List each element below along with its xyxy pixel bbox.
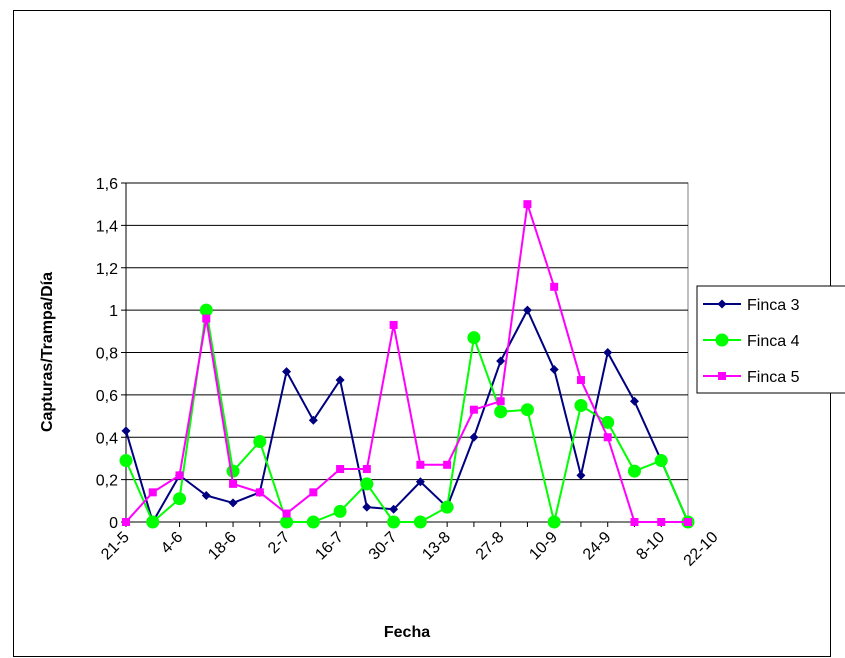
data-point-circle <box>467 331 481 345</box>
data-point-circle <box>601 415 615 429</box>
data-point-square <box>336 465 345 474</box>
data-point-circle <box>173 492 187 506</box>
y-axis-ticks: 0 0,2 0,4 0,6 0,8 1 1,2 1,4 1,6 <box>96 176 127 532</box>
data-point-diamond <box>415 477 425 487</box>
data-point-circle <box>440 500 454 514</box>
y-tick-label: 1 <box>109 303 118 320</box>
x-tick-label: 21-5 <box>98 529 133 564</box>
data-point-circle <box>715 333 729 347</box>
data-point-circle <box>547 515 561 529</box>
legend: Finca 3 Finca 4 Finca 5 <box>696 285 845 394</box>
legend-label: Finca 3 <box>747 297 800 314</box>
legend-label: Finca 4 <box>747 333 800 350</box>
data-point-square <box>469 405 478 414</box>
y-tick-label: 1,6 <box>96 176 118 193</box>
data-point-square <box>550 282 559 291</box>
data-point-square <box>362 465 371 474</box>
y-tick-label: 1,2 <box>96 261 118 278</box>
data-point-square <box>630 518 639 526</box>
data-point-square <box>202 314 211 323</box>
y-tick-label: 0 <box>109 515 118 532</box>
x-tick-label: 4-6 <box>158 529 186 557</box>
data-point-square <box>718 372 726 380</box>
x-tick-label: 22-10 <box>681 529 722 570</box>
x-tick-label: 2-7 <box>265 529 293 557</box>
data-point-circle <box>387 515 401 529</box>
y-tick-label: 0,6 <box>96 388 118 405</box>
x-tick-label: 30-7 <box>366 529 401 564</box>
data-point-diamond <box>362 502 372 512</box>
x-axis-ticks: 21-5 4-6 18-6 2-7 16-7 30-7 13-8 27-8 10-9 24-9 8-… <box>98 521 722 570</box>
series-finca-5 <box>122 200 692 526</box>
data-point-diamond <box>717 299 727 309</box>
y-tick-label: 0,8 <box>96 346 118 363</box>
data-point-circle <box>226 464 240 478</box>
data-point-diamond <box>549 364 559 374</box>
x-tick-label: 27-8 <box>473 529 508 564</box>
x-tick-label: 16-7 <box>312 529 347 564</box>
data-point-square <box>657 518 666 526</box>
data-point-diamond <box>629 396 639 406</box>
data-point-circle <box>413 515 427 529</box>
legend-label: Finca 5 <box>747 369 800 386</box>
data-point-diamond <box>603 348 613 357</box>
data-point-circle <box>654 454 668 468</box>
data-point-diamond <box>522 305 532 315</box>
data-point-diamond <box>201 491 211 501</box>
data-point-circle <box>494 405 508 419</box>
data-point-diamond <box>228 498 238 508</box>
data-point-square <box>684 518 692 526</box>
data-point-circle <box>119 454 133 468</box>
y-tick-label: 1,4 <box>96 218 118 235</box>
data-point-square <box>282 509 291 518</box>
data-point-diamond <box>576 470 586 480</box>
data-point-square <box>496 397 505 406</box>
data-point-diamond <box>389 504 399 514</box>
data-point-diamond <box>282 367 292 377</box>
data-point-circle <box>520 403 534 417</box>
data-point-square <box>255 488 264 497</box>
x-tick-label: 13-8 <box>419 529 454 564</box>
data-point-diamond <box>121 426 131 436</box>
x-tick-label: 10-9 <box>526 529 561 564</box>
data-point-square <box>148 488 157 497</box>
y-tick-label: 0,2 <box>96 473 118 490</box>
series-line <box>125 203 688 523</box>
data-point-circle <box>333 504 347 518</box>
data-point-circle <box>360 477 374 491</box>
data-point-circle <box>574 398 588 412</box>
data-point-square <box>122 518 130 526</box>
data-point-square <box>229 479 238 488</box>
data-point-square <box>443 460 452 469</box>
x-tick-label: 24-9 <box>580 529 615 564</box>
x-axis-title: Fecha <box>384 624 430 641</box>
data-point-diamond <box>496 356 506 366</box>
data-point-circle <box>253 434 267 448</box>
data-point-diamond <box>308 415 318 425</box>
series-lines <box>119 200 695 529</box>
y-tick-label: 0,4 <box>96 430 118 447</box>
data-point-square <box>576 376 585 385</box>
data-point-square <box>175 471 184 480</box>
data-point-square <box>309 488 318 497</box>
data-point-circle <box>280 515 294 529</box>
data-point-square <box>603 433 612 442</box>
data-point-circle <box>199 303 213 317</box>
data-point-square <box>416 460 425 469</box>
data-point-diamond <box>335 375 345 385</box>
data-point-diamond <box>469 432 479 442</box>
data-point-square <box>389 320 398 329</box>
data-point-circle <box>146 515 160 529</box>
y-axis-title: Capturas/Trampa/Día <box>39 272 56 432</box>
data-point-square <box>523 200 532 209</box>
data-point-circle <box>306 515 320 529</box>
series-line <box>125 309 689 523</box>
data-point-circle <box>627 464 641 478</box>
x-tick-label: 8-10 <box>633 529 668 564</box>
x-tick-label: 18-6 <box>205 529 240 564</box>
